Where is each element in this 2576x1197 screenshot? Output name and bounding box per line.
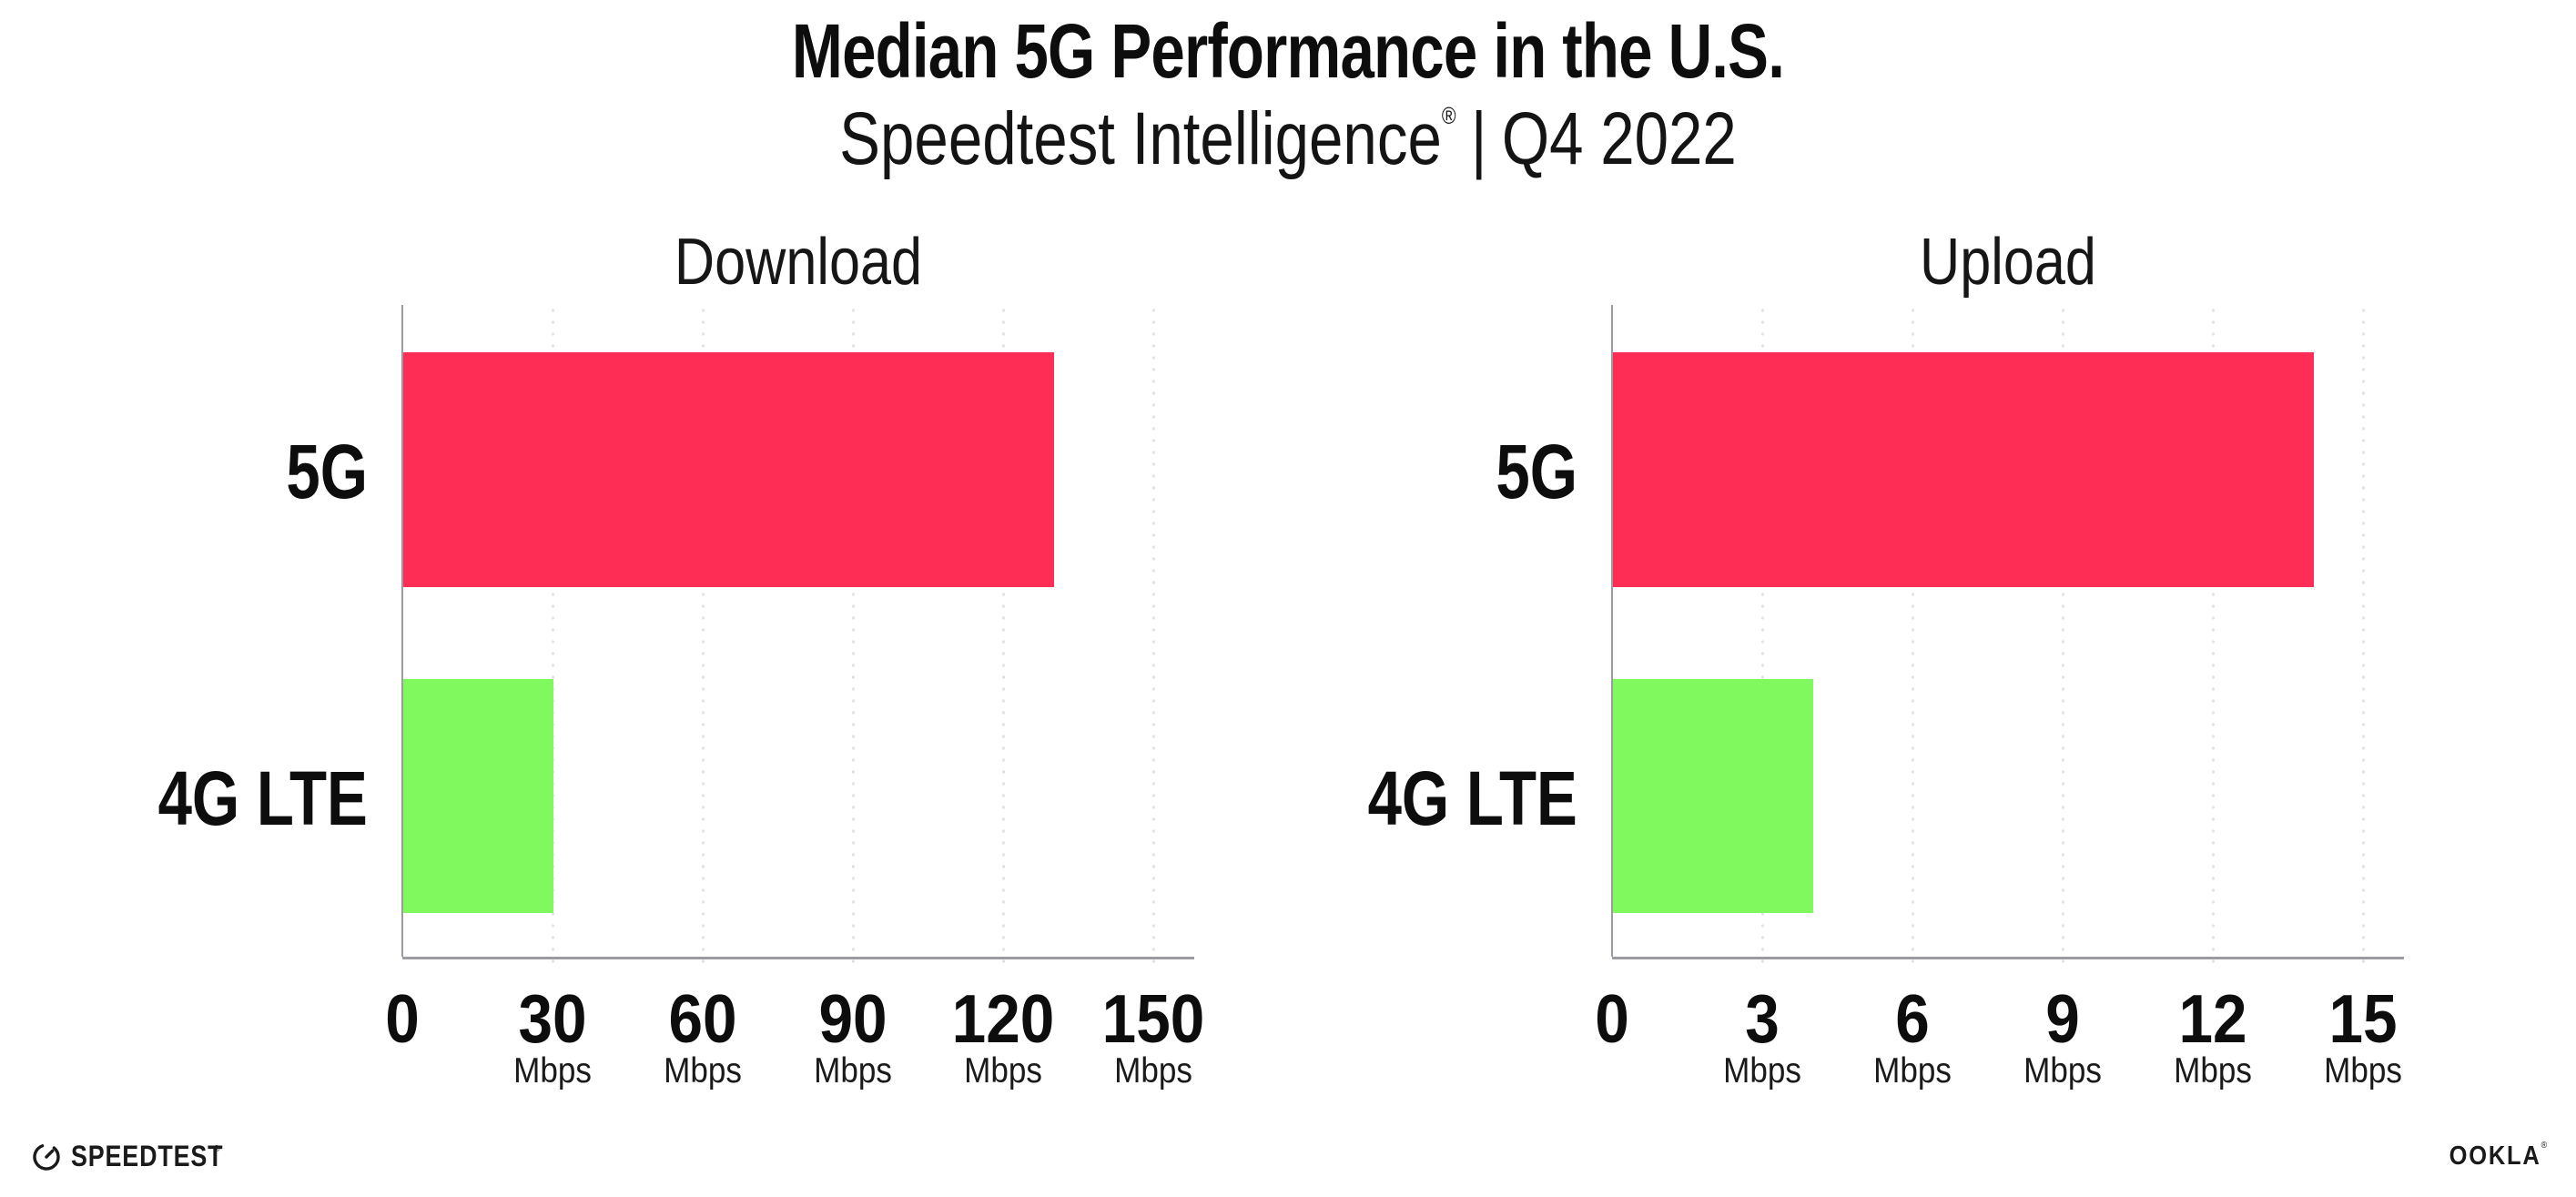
bar-4g-lte — [403, 679, 553, 913]
x-tick-label: 60 — [668, 980, 737, 1057]
gridline — [2212, 305, 2215, 967]
x-tick-label: 3 — [1745, 980, 1780, 1057]
x-tick-label: 6 — [1895, 980, 1930, 1057]
gridline — [552, 305, 554, 967]
speedtest-gauge-icon — [33, 1144, 60, 1171]
gridline — [1002, 305, 1005, 967]
gridline — [852, 305, 855, 967]
bar-4g-lte — [1613, 679, 1813, 913]
x-tick-unit-label: Mbps — [513, 1051, 592, 1090]
y-axis-line — [401, 305, 403, 957]
gridline — [1912, 305, 1914, 967]
x-tick-label: 15 — [2328, 980, 2398, 1057]
bar-5g — [1613, 352, 2314, 587]
subtitle-divider: | — [1470, 97, 1487, 180]
x-tick-unit-label: Mbps — [1114, 1051, 1192, 1090]
x-axis-line — [1612, 957, 2404, 959]
gridline — [1761, 305, 1764, 967]
gridline — [702, 305, 705, 967]
x-tick-label: 12 — [2178, 980, 2247, 1057]
x-tick-label: 9 — [2045, 980, 2080, 1057]
x-tick-label: 30 — [518, 980, 587, 1057]
ookla-logo: OOKLA® — [2449, 1141, 2547, 1171]
category-label-5g: 5G — [286, 429, 368, 514]
x-tick-unit-label: Mbps — [1873, 1051, 1952, 1090]
x-tick-label: 0 — [1595, 980, 1629, 1057]
speedtest-wordmark: SPEEDTEST — [71, 1140, 224, 1172]
x-tick-unit-label: Mbps — [814, 1051, 892, 1090]
x-axis-line — [402, 957, 1194, 959]
x-tick-label: 90 — [818, 980, 887, 1057]
subtitle-brand: Speedtest Intelligence — [839, 97, 1442, 180]
speedtest-trademark-icon: ® — [213, 1143, 220, 1154]
ookla-trademark-icon: ® — [2541, 1141, 2547, 1151]
x-tick-label: 150 — [1101, 980, 1205, 1057]
registered-trademark-icon: ® — [1441, 102, 1456, 129]
page-title: Median 5G Performance in the U.S. — [791, 8, 1785, 94]
gridline — [2062, 305, 2064, 967]
x-tick-unit-label: Mbps — [2174, 1051, 2252, 1090]
x-tick-unit-label: Mbps — [2023, 1051, 2102, 1090]
y-axis-line — [1611, 305, 1613, 957]
x-tick-unit-label: Mbps — [964, 1051, 1042, 1090]
x-tick-label: 120 — [951, 980, 1055, 1057]
gridline — [2362, 305, 2365, 967]
x-tick-unit-label: Mbps — [1723, 1051, 1801, 1090]
x-tick-unit-label: Mbps — [664, 1051, 742, 1090]
category-label-4g-lte: 4G LTE — [157, 755, 368, 841]
category-label-4g-lte: 4G LTE — [1367, 755, 1577, 841]
category-label-5g: 5G — [1496, 429, 1577, 514]
page-subtitle: Speedtest Intelligence® | Q4 2022 — [839, 102, 1737, 177]
x-tick-unit-label: Mbps — [2324, 1051, 2402, 1090]
gridline — [1152, 305, 1155, 967]
ookla-wordmark: OOKLA — [2449, 1141, 2541, 1171]
subtitle-period: Q4 2022 — [1501, 97, 1737, 180]
speedtest-logo: SPEEDTEST ® — [30, 1140, 268, 1172]
chart-title-upload: Upload — [1920, 226, 2096, 299]
x-tick-label: 0 — [385, 980, 420, 1057]
bar-5g — [403, 352, 1054, 587]
chart-title-download: Download — [674, 226, 923, 299]
